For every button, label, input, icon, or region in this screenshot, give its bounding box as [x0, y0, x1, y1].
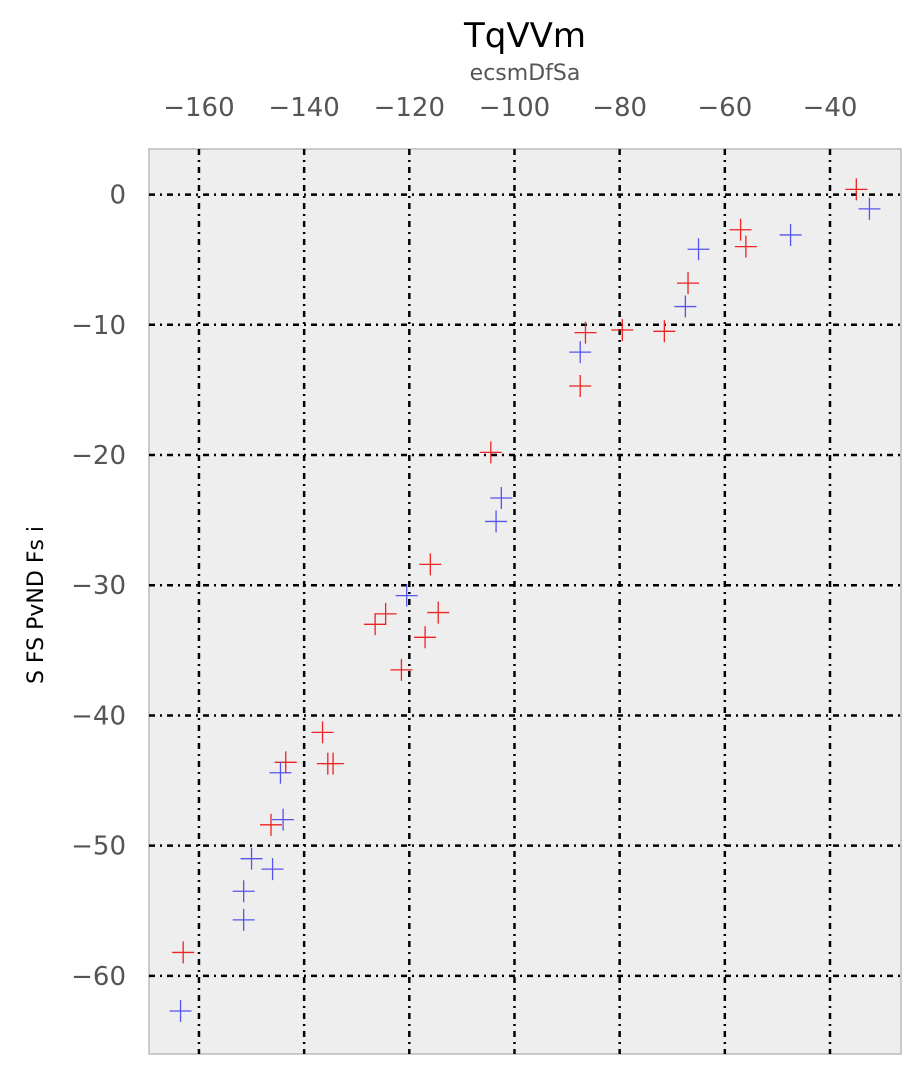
chart-title: TqVVm — [463, 16, 586, 56]
y-axis-label: S FS PvND Fs i — [24, 526, 49, 684]
data-point-marker — [687, 238, 710, 261]
data-point-marker — [232, 908, 255, 931]
data-point-marker — [374, 602, 397, 625]
y-axis-ticks: 0 −10 −20 −30 −40 −50 −60 — [71, 181, 126, 992]
data-point-marker — [845, 178, 868, 201]
data-point-marker — [232, 880, 255, 903]
data-point-marker — [779, 223, 802, 246]
data-point-marker — [569, 341, 592, 364]
x-tick-label: −120 — [374, 93, 445, 123]
x-axis-ticks: −160 −140 −120 −100 −80 −60 −40 — [163, 93, 857, 123]
data-point-marker — [674, 295, 697, 318]
y-tick-label: −20 — [71, 441, 126, 471]
x-tick-label: −100 — [479, 93, 550, 123]
data-point-marker — [272, 808, 295, 831]
data-point-marker — [260, 813, 283, 836]
x-tick-label: −140 — [268, 93, 339, 123]
y-tick-label: 0 — [109, 181, 126, 211]
y-tick-label: −60 — [71, 962, 126, 992]
x-tick-label: −160 — [163, 93, 234, 123]
data-point-marker — [490, 486, 513, 509]
data-point-marker — [574, 321, 597, 344]
grid-lines — [149, 149, 901, 1054]
chart-subtitle: ecsmDfSa — [470, 61, 581, 86]
data-point-marker — [240, 847, 263, 870]
data-point-marker — [677, 272, 700, 295]
data-point-marker — [269, 761, 292, 784]
data-point-marker — [169, 1000, 192, 1023]
y-tick-label: −50 — [71, 832, 126, 862]
y-tick-label: −10 — [71, 311, 126, 341]
data-point-marker — [261, 858, 284, 881]
y-tick-label: −40 — [71, 701, 126, 731]
data-point-marker — [274, 751, 297, 774]
data-point-marker — [569, 374, 592, 397]
data-point-marker — [395, 584, 418, 607]
data-point-marker — [364, 613, 387, 636]
data-point-marker — [479, 441, 502, 464]
data-point-marker — [734, 235, 757, 258]
data-point-marker — [419, 553, 442, 576]
data-points — [169, 178, 881, 1023]
data-point-marker — [322, 752, 345, 775]
data-point-marker — [172, 941, 195, 964]
data-point-marker — [729, 218, 752, 241]
data-point-marker — [311, 721, 334, 744]
data-point-marker — [653, 320, 676, 343]
x-tick-label: −40 — [803, 93, 858, 123]
x-tick-label: −60 — [697, 93, 752, 123]
data-point-marker — [414, 626, 437, 649]
y-tick-label: −30 — [71, 571, 126, 601]
data-point-marker — [858, 197, 881, 220]
data-point-marker — [611, 319, 634, 341]
data-point-marker — [390, 658, 413, 681]
plot-background — [148, 148, 902, 1055]
data-point-marker — [485, 510, 508, 533]
data-point-marker — [427, 601, 450, 624]
x-tick-label: −80 — [592, 93, 647, 123]
